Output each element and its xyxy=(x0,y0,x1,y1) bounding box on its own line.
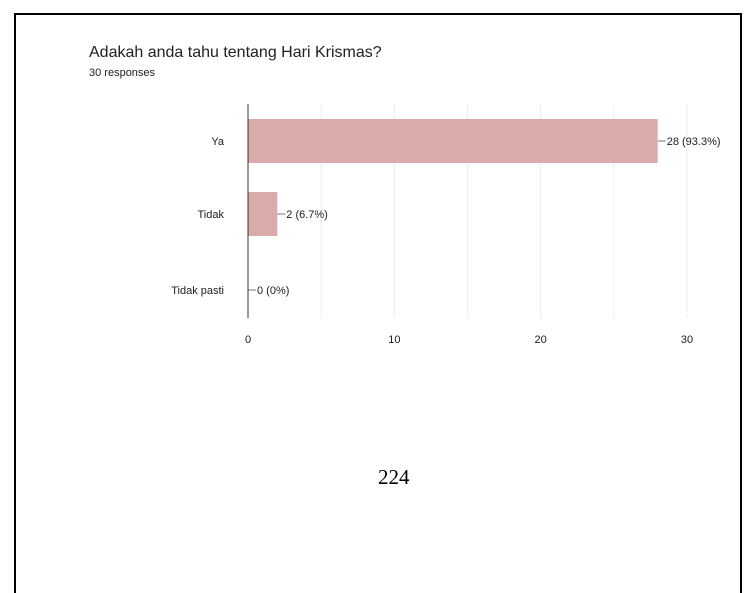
x-tick-label: 10 xyxy=(388,334,400,346)
response-count: 30 responses xyxy=(89,67,156,79)
bar xyxy=(248,119,658,163)
category-label: Ya xyxy=(211,136,225,148)
labels: 0 10 20 30 Ya 28 (93.3%) Tidak 2 (6.7%) Tidak pa… xyxy=(171,104,721,346)
question-title: Adakah anda tahu tentang Hari Krismas? xyxy=(89,44,382,61)
bar xyxy=(248,192,278,236)
x-tick-label: 30 xyxy=(681,334,693,346)
data-label: 28 (93.3%) xyxy=(667,136,721,148)
category-label: Tidak xyxy=(198,209,225,221)
page-frame xyxy=(14,13,742,593)
category-label: Tidak pasti xyxy=(171,285,224,297)
bars xyxy=(248,119,658,236)
page-number: 224 xyxy=(378,465,410,489)
data-label: 2 (6.7%) xyxy=(286,209,328,221)
x-tick-label: 0 xyxy=(245,334,251,346)
x-tick-label: 20 xyxy=(535,334,547,346)
data-label: 0 (0%) xyxy=(257,285,289,297)
